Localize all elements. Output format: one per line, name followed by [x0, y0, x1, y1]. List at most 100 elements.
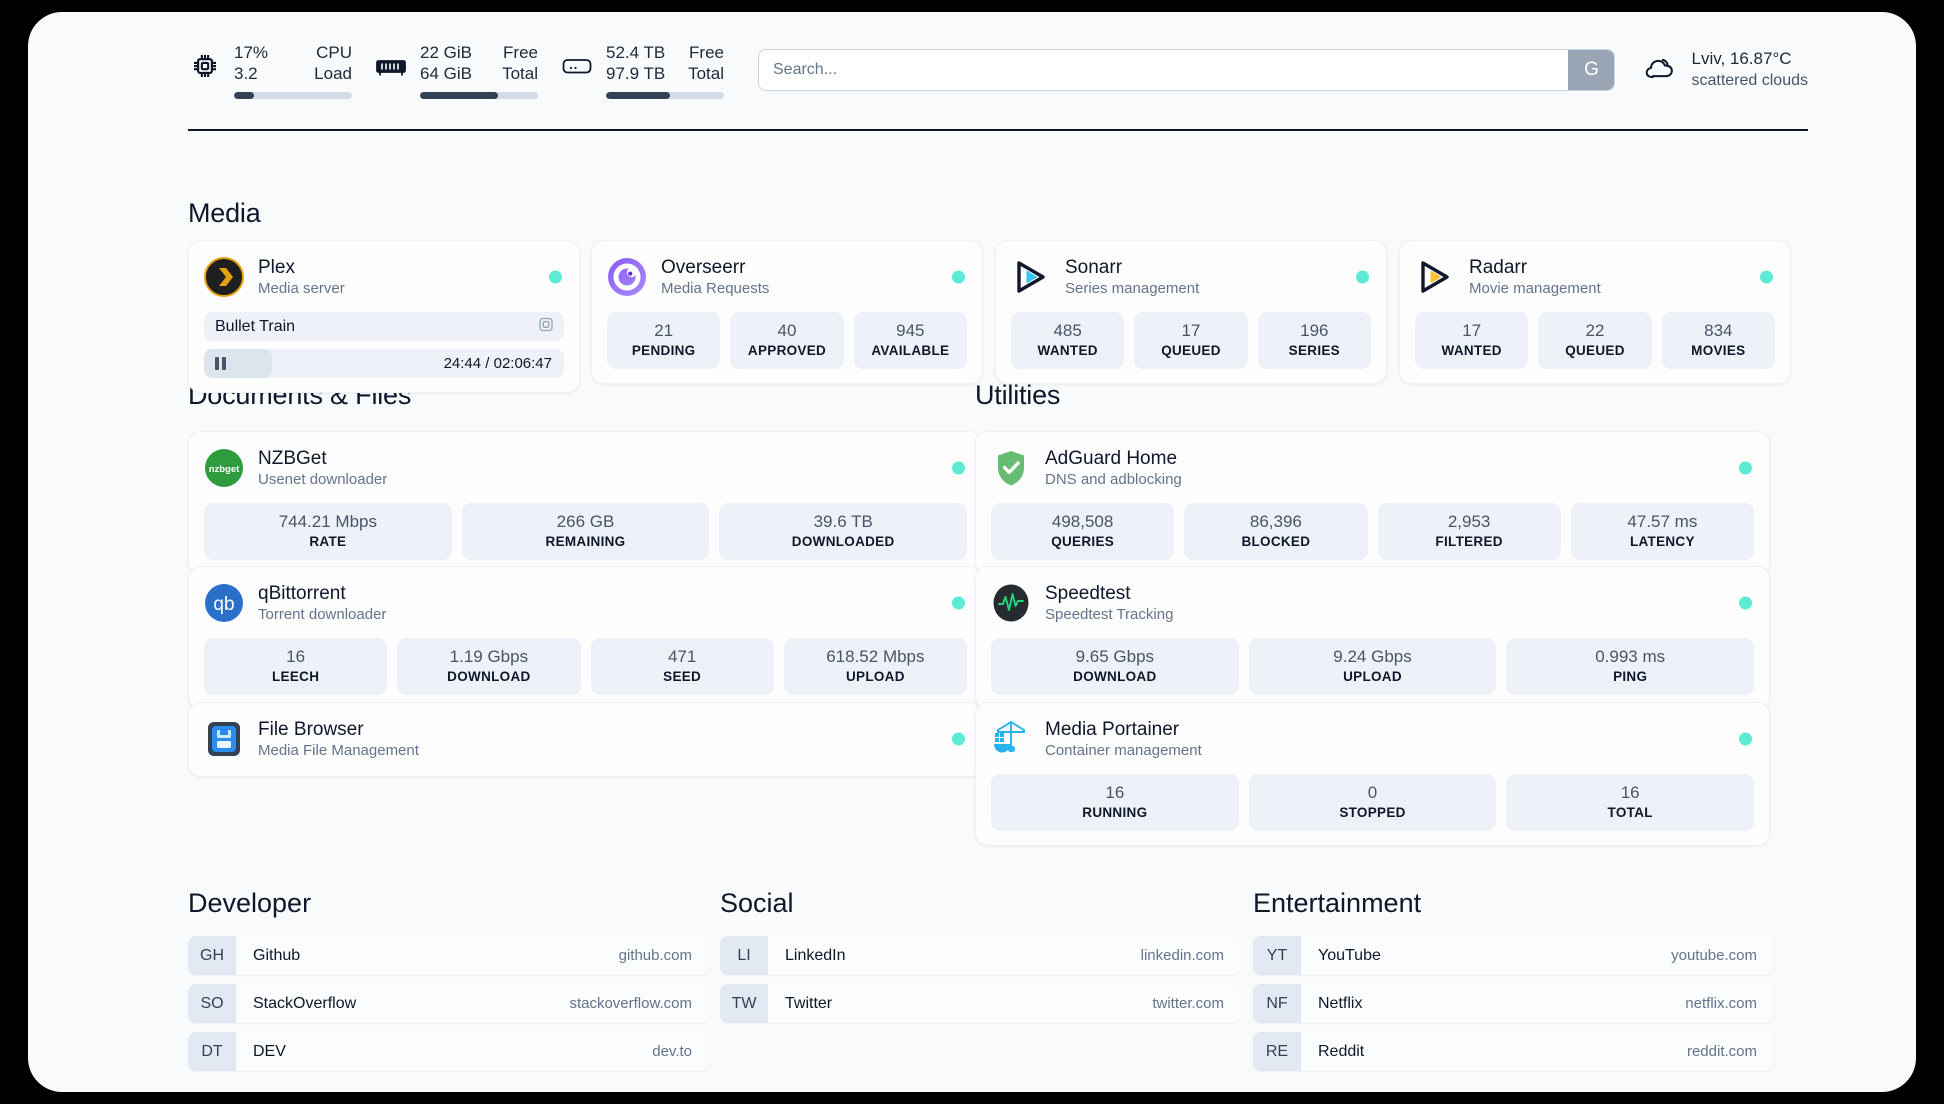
stat-value: 0	[1367, 783, 1378, 802]
memory-icon	[374, 49, 408, 83]
disk-free-value: 52.4 TB	[606, 42, 666, 62]
service-card-nzbget[interactable]: nzbget NZBGet Usenet downloader 744.21 Mbps…	[188, 431, 983, 575]
card-header: Media Portainer Container management	[991, 716, 1754, 762]
card-stats: 9.65 Gbps DOWNLOAD 9.24 Gbps UPLOAD 0.993 ms…	[991, 638, 1755, 695]
search-bar[interactable]: G	[758, 49, 1616, 91]
stat-value: 196	[1300, 321, 1329, 340]
stat-label: APPROVED	[747, 343, 827, 358]
nzbget-logo-icon: nzbget	[204, 448, 244, 488]
service-card-sonarr[interactable]: Sonarr Series management 485 WANTED 17 QUEUED…	[995, 240, 1387, 384]
weather-condition: scattered clouds	[1691, 72, 1808, 89]
bookmark-name: StackOverflow	[253, 994, 357, 1012]
stat-value: 266 GB	[556, 512, 615, 531]
section-title-utilities: Utilities	[975, 380, 1061, 410]
bookmark-item[interactable]: LI LinkedIn linkedin.com	[720, 936, 1240, 975]
stat-leech: 16 LEECH	[204, 638, 388, 695]
system-stat-memory: 22 GiB Free 64 GiB Total	[374, 42, 538, 99]
weather-widget[interactable]: Lviv, 16.87°C scattered clouds	[1641, 48, 1808, 92]
status-indicator-dot	[952, 596, 965, 610]
card-header: Overseerr Media Requests	[607, 254, 967, 300]
service-card-adguard-home[interactable]: AdGuard Home DNS and adblocking 498,508 QUE…	[975, 431, 1770, 575]
stat-value: 945	[896, 321, 925, 340]
bookmark-item[interactable]: NF Netflix netflix.com	[1253, 984, 1773, 1023]
now-playing-row[interactable]: Bullet Train	[204, 312, 564, 341]
service-card-plex[interactable]: Plex Media server Bullet Train 24:44 / 02:0…	[188, 240, 580, 393]
playback-time: 24:44 / 02:06:47	[443, 355, 552, 372]
service-card-overseerr[interactable]: Overseerr Media Requests 21 PENDING 40 APPROV…	[591, 240, 983, 384]
search-engine-button[interactable]: G	[1568, 50, 1615, 90]
memory-free-value: 22 GiB	[420, 42, 472, 62]
qbittorrent-logo-icon: qb	[204, 583, 244, 623]
stat-label: LEECH	[271, 669, 320, 684]
bookmark-abbr: GH	[188, 936, 236, 975]
bookmark-item[interactable]: YT YouTube youtube.com	[1253, 936, 1773, 975]
stat-value: 22	[1585, 321, 1605, 340]
card-stats: 21 PENDING 40 APPROVED 945 AVAILABLE	[607, 312, 967, 369]
bookmark-item[interactable]: SO StackOverflow stackoverflow.com	[188, 984, 708, 1023]
disk-usage-bar	[606, 91, 724, 99]
stat-value: 1.19 Gbps	[449, 647, 529, 666]
card-subtitle: Speedtest Tracking	[1045, 605, 1174, 623]
bookmark-name: Reddit	[1318, 1042, 1365, 1060]
service-card-media-portainer[interactable]: Media Portainer Container management 16 RUN…	[975, 702, 1770, 846]
service-card-qbittorrent[interactable]: qb qBittorrent Torrent downloader 16 LEECH 1.…	[188, 566, 983, 710]
stat-value: 485	[1053, 321, 1082, 340]
bookmark-url: reddit.com	[1686, 1043, 1757, 1060]
bookmark-item[interactable]: RE Reddit reddit.com	[1253, 1032, 1773, 1071]
cpu-usage-bar	[234, 91, 352, 99]
stat-value: 834	[1704, 321, 1733, 340]
card-subtitle: Media Requests	[661, 279, 770, 297]
stat-value: 86,396	[1249, 512, 1302, 531]
search-input[interactable]	[759, 50, 1569, 90]
stat-series: 196 SERIES	[1257, 312, 1371, 369]
card-subtitle: Media File Management	[258, 741, 419, 759]
card-subtitle: DNS and adblocking	[1045, 470, 1182, 488]
status-indicator-dot	[1739, 596, 1752, 610]
adguard-home-logo-icon	[991, 448, 1031, 488]
stat-value: 40	[777, 321, 797, 340]
cpu-icon	[188, 49, 222, 83]
service-card-file-browser[interactable]: File Browser Media File Management	[188, 702, 983, 777]
bookmark-name: Github	[253, 946, 301, 964]
stat-value: 618.52 Mbps	[826, 647, 925, 666]
overseerr-logo-icon	[607, 257, 647, 297]
status-indicator-dot	[1760, 270, 1773, 284]
card-title: File Browser	[258, 718, 364, 740]
card-stats: 485 WANTED 17 QUEUED 196 SERIES	[1011, 312, 1371, 369]
service-card-speedtest[interactable]: Speedtest Speedtest Tracking 9.65 Gbps DOWN…	[975, 566, 1770, 710]
stat-label: LATENCY	[1629, 534, 1695, 549]
stat-approved: 40 APPROVED	[730, 312, 844, 369]
card-subtitle: Movie management	[1469, 279, 1601, 297]
card-subtitle: Usenet downloader	[258, 470, 388, 488]
stat-label: MOVIES	[1691, 343, 1746, 358]
status-indicator-dot	[1739, 732, 1752, 746]
stat-label: REMAINING	[545, 534, 626, 549]
bookmark-item[interactable]: GH Github github.com	[188, 936, 708, 975]
disk-free-label: Free	[689, 42, 724, 62]
bookmark-abbr: TW	[720, 984, 768, 1023]
bookmark-name: LinkedIn	[785, 946, 846, 964]
stat-value: 744.21 Mbps	[278, 512, 377, 531]
status-indicator-dot	[1356, 270, 1369, 284]
stat-wanted: 17 WANTED	[1415, 312, 1529, 369]
card-header: Radarr Movie management	[1415, 254, 1775, 300]
bookmark-item[interactable]: DT DEV dev.to	[188, 1032, 708, 1071]
bookmark-abbr: SO	[188, 984, 236, 1023]
bookmark-url: github.com	[618, 947, 692, 964]
bookmark-name: YouTube	[1318, 946, 1381, 964]
stat-downloaded: 39.6 TB DOWNLOADED	[719, 503, 968, 560]
stat-value: 471	[667, 647, 697, 666]
bookmark-url: netflix.com	[1685, 995, 1757, 1012]
stat-label: RUNNING	[1082, 805, 1148, 820]
cast-icon[interactable]	[538, 316, 554, 337]
status-indicator-dot	[952, 461, 965, 475]
service-card-radarr[interactable]: Radarr Movie management 17 WANTED 22 QUEUED 83…	[1399, 240, 1791, 384]
card-header: nzbget NZBGet Usenet downloader	[204, 445, 967, 491]
card-header: qb qBittorrent Torrent downloader	[204, 580, 967, 626]
bookmark-name: Twitter	[785, 994, 833, 1012]
bookmark-item[interactable]: TW Twitter twitter.com	[720, 984, 1240, 1023]
playback-progress-bar[interactable]: 24:44 / 02:06:47	[204, 349, 564, 378]
bookmark-group-social: LI LinkedIn linkedin.com TW Twitter twitter.c…	[720, 936, 1240, 1032]
disk-icon	[560, 49, 594, 83]
pause-icon[interactable]	[215, 357, 226, 370]
